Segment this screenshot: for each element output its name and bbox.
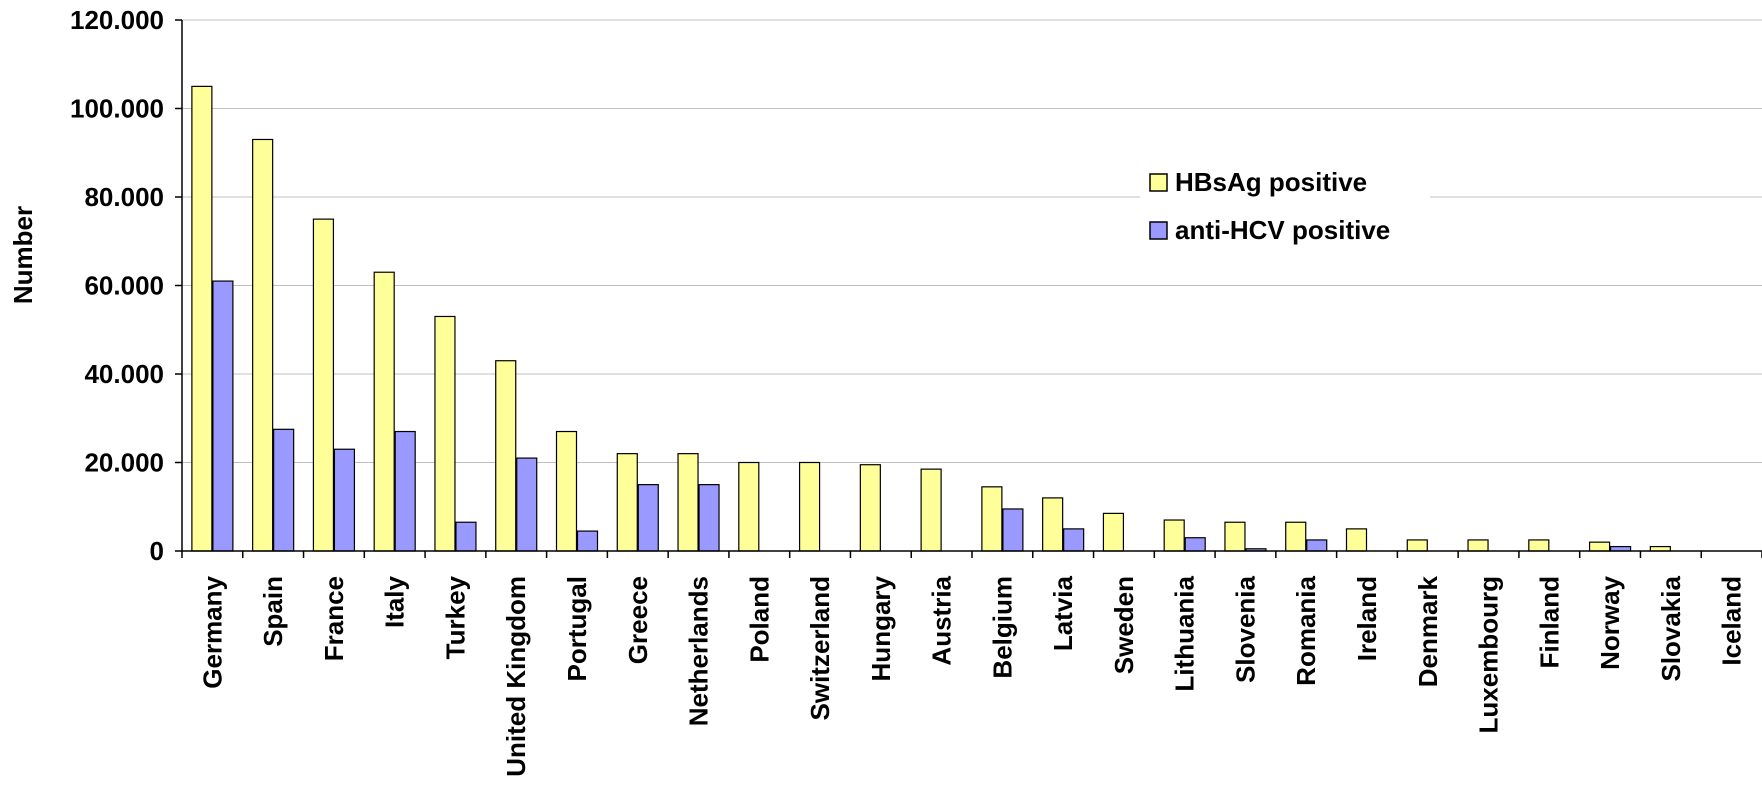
x-tick-label: United Kingdom <box>501 576 531 777</box>
bar-hbsag-france <box>312 218 335 552</box>
x-tick-label: Poland <box>744 576 774 663</box>
y-tick-label: 20.000 <box>84 448 164 478</box>
legend: HBsAg positive anti-HCV positive <box>1140 152 1430 252</box>
bar-anti-hcv-greece <box>637 484 659 552</box>
bar-anti-hcv-united-kingdom <box>516 457 538 552</box>
bar-hbsag-italy <box>373 271 395 552</box>
bar-anti-hcv-turkey <box>455 521 477 552</box>
legend-box <box>1140 152 1430 252</box>
bar-anti-hcv-portugal <box>576 530 599 552</box>
y-tick-label: 0 <box>150 536 164 566</box>
x-tick-label: Belgium <box>987 576 1017 679</box>
bar-anti-hcv-lithuania <box>1184 537 1206 552</box>
x-tick-label: Luxembourg <box>1474 576 1504 733</box>
bar-anti-hcv-germany <box>212 280 234 552</box>
y-tick-label: 60.000 <box>84 271 164 301</box>
bar-hbsag-austria <box>920 468 942 552</box>
bar-hbsag-belgium <box>981 486 1003 552</box>
bar-hbsag-slovenia <box>1224 521 1246 552</box>
bar-hbsag-united-kingdom <box>495 360 517 552</box>
x-tick-label: Lithuania <box>1170 575 1200 691</box>
y-tick-label: 120.000 <box>70 5 164 35</box>
gridlines <box>182 19 1762 463</box>
x-tick-label: Latvia <box>1048 575 1078 651</box>
bar-hbsag-finland <box>1528 539 1550 552</box>
bar-anti-hcv-romania <box>1306 539 1328 552</box>
x-tick-label: Germany <box>197 575 227 688</box>
x-tick-label: Slovenia <box>1230 575 1260 682</box>
x-tick-label: Norway <box>1595 575 1625 669</box>
x-tick-label: Turkey <box>440 575 470 659</box>
bar-hbsag-portugal <box>555 430 578 552</box>
x-tick-label: Portugal <box>562 576 592 681</box>
bar-anti-hcv-italy <box>394 430 416 552</box>
bar-hbsag-denmark <box>1406 539 1428 552</box>
bar-hbsag-hungary <box>859 464 881 552</box>
y-tick-labels: 0 20.000 40.000 60.000 80.000 100.000 120.000 <box>70 5 164 566</box>
bars <box>191 85 1671 552</box>
x-tick-label: Ireland <box>1352 576 1382 661</box>
bar-hbsag-greece <box>616 453 638 552</box>
x-tick-label: Finland <box>1534 576 1564 668</box>
legend-swatch-hbsag <box>1149 173 1168 192</box>
legend-label-anti-hcv: anti-HCV positive <box>1175 215 1390 245</box>
x-tick-label: Sweden <box>1109 576 1139 674</box>
x-tick-label: Romania <box>1291 575 1321 685</box>
bar-hbsag-poland <box>738 461 760 552</box>
bar-anti-hcv-belgium <box>1002 508 1024 552</box>
legend-label-hbsag: HBsAg positive <box>1175 167 1367 197</box>
x-tick-label: Switzerland <box>805 576 835 720</box>
y-tick-label: 40.000 <box>84 359 164 389</box>
x-tick-label: Austria <box>927 575 957 665</box>
bar-anti-hcv-netherlands <box>698 484 720 552</box>
x-tick-label: Iceland <box>1717 576 1747 666</box>
bar-hbsag-romania <box>1285 521 1307 552</box>
bar-hbsag-norway <box>1588 541 1611 552</box>
x-tick-label: Slovakia <box>1656 575 1686 681</box>
x-tick-label: Denmark <box>1413 575 1443 687</box>
bar-hbsag-netherlands <box>677 453 699 552</box>
x-tick-label: Hungary <box>866 575 896 681</box>
y-axis-title: Number <box>8 206 38 304</box>
bar-hbsag-ireland <box>1345 528 1368 552</box>
x-tick-label: Netherlands <box>684 576 714 726</box>
bar-hbsag-luxembourg <box>1467 539 1489 552</box>
x-tick-label: Greece <box>623 576 653 664</box>
bar-hbsag-latvia <box>1042 497 1064 552</box>
bar-hbsag-turkey <box>434 315 456 552</box>
bar-hbsag-lithuania <box>1163 519 1185 552</box>
legend-swatch-anti-hcv <box>1149 221 1168 240</box>
y-tick-label: 80.000 <box>84 182 164 212</box>
bar-hbsag-sweden <box>1102 512 1125 552</box>
bar-hbsag-germany <box>191 85 213 552</box>
bar-anti-hcv-spain <box>273 428 295 552</box>
x-tick-label: Spain <box>258 576 288 647</box>
axes <box>175 19 1762 558</box>
bar-anti-hcv-latvia <box>1063 528 1085 552</box>
bar-hbsag-switzerland <box>798 461 821 552</box>
x-tick-label: Italy <box>380 575 410 628</box>
x-tick-label: France <box>319 576 349 661</box>
y-tick-label: 100.000 <box>70 94 164 124</box>
x-tick-labels: Germany Spain France Italy Turkey United King… <box>197 575 1746 776</box>
bar-anti-hcv-france <box>333 448 356 552</box>
bar-hbsag-spain <box>252 138 274 552</box>
